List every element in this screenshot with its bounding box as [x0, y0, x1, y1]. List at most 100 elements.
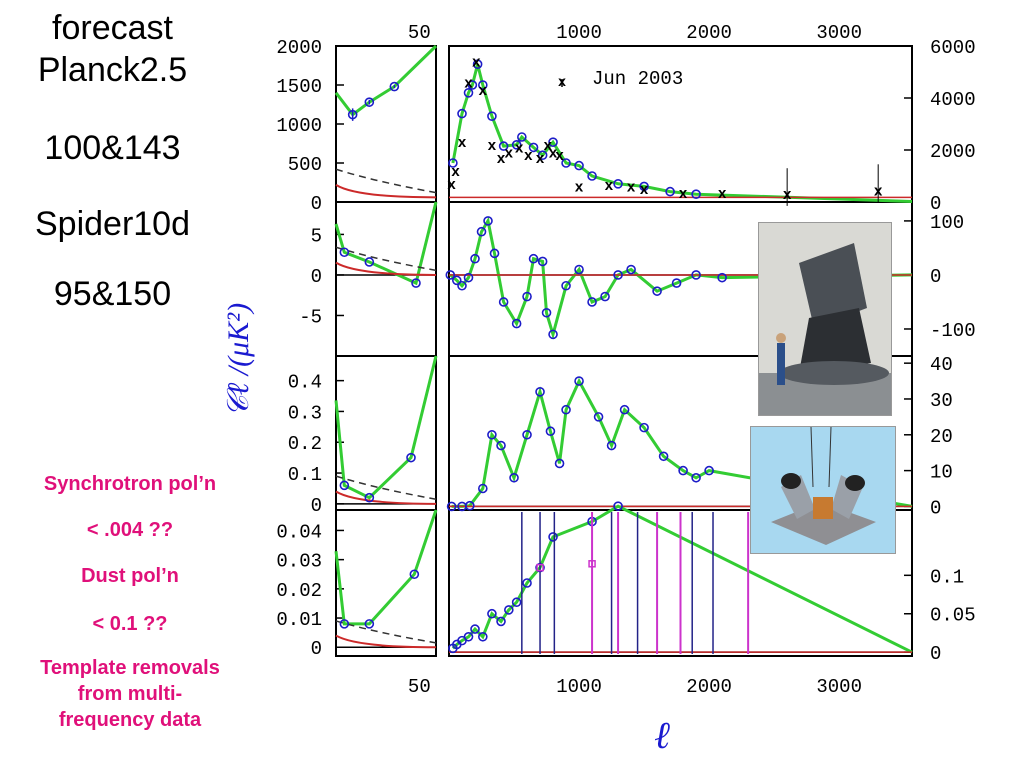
data-point: [652, 286, 662, 296]
data-point: [537, 256, 548, 267]
wmap-point: x: [479, 82, 488, 99]
data-point: [339, 247, 350, 258]
data-point: [470, 253, 480, 264]
wmap-point: x: [575, 178, 584, 195]
x-tick-label-top: 1000: [556, 22, 602, 44]
y-tick-label-left: 0.4: [288, 372, 322, 394]
wmap-point: x: [447, 176, 456, 193]
data-point: [541, 307, 552, 318]
planck-label: Planck2.5: [37, 51, 188, 89]
y-tick-label-left: 500: [288, 154, 322, 176]
model-curve-left-TE: [334, 201, 438, 286]
data-point: [535, 387, 545, 397]
data-point: [691, 472, 701, 483]
x-tick-label-bottom: 50: [408, 676, 431, 698]
data-point: [389, 81, 400, 92]
wmap-point: x: [549, 145, 558, 162]
data-point: [522, 578, 532, 588]
y-tick-label-right: 0: [930, 497, 941, 519]
spider-label: Spider10d: [34, 205, 190, 243]
data-point: [457, 108, 467, 119]
data-point: [483, 216, 493, 226]
wmap-point: x: [627, 178, 636, 195]
data-point: [463, 88, 474, 98]
data-point: [476, 226, 487, 237]
data-point: [522, 429, 532, 440]
data-point: [406, 452, 416, 463]
template-line-2: from multi-: [77, 683, 183, 705]
data-point: [489, 248, 500, 259]
data-point: [528, 142, 539, 153]
y-tick-label-left: 5: [311, 225, 322, 247]
data-point: [517, 132, 527, 142]
model-curve-left-BB: [334, 509, 438, 626]
y-tick-label-right: 40: [930, 354, 953, 376]
data-point: [545, 426, 556, 437]
wmap-point: x: [718, 185, 727, 202]
y-tick-label-left: 0.1: [288, 464, 322, 486]
y-tick-label-right: 10: [930, 462, 953, 484]
data-point: [619, 404, 630, 415]
y-tick-label-right: 20: [930, 426, 953, 448]
data-point: [665, 186, 675, 197]
data-point: [561, 158, 571, 168]
y-tick-label-left: 2000: [276, 37, 322, 59]
data-point: [339, 619, 350, 629]
data-point: [478, 483, 488, 494]
forecast-label: forecast: [52, 9, 173, 47]
legend: x Jun 2003: [558, 68, 683, 90]
data-point: [472, 59, 483, 69]
synchrotron-limit: < .004 ??: [86, 519, 174, 541]
data-point: [364, 492, 375, 503]
data-point: [452, 275, 462, 286]
y-tick-label-left: 0.01: [276, 609, 322, 631]
model-curve-left-EE: [334, 355, 438, 500]
data-point: [691, 189, 701, 199]
data-point: [639, 181, 649, 192]
data-point: [465, 500, 475, 511]
foreground-dashed-curve: [335, 246, 437, 272]
wmap-point: x: [555, 147, 564, 164]
data-point: [467, 80, 478, 90]
data-point: [511, 318, 522, 329]
data-point: [574, 160, 584, 171]
data-point: [478, 631, 488, 642]
y-tick-label-right: 0.1: [930, 566, 964, 588]
template-line-1: Template removals: [40, 657, 220, 679]
data-point: [593, 412, 604, 422]
wmap-point: x: [544, 137, 553, 154]
y-tick-label-left: -5: [299, 306, 322, 328]
data-point: [339, 480, 350, 491]
spider-instrument-drawing: [750, 426, 896, 554]
data-point: [528, 253, 539, 264]
y-tick-label-left: 0.04: [276, 521, 322, 543]
data-point: [606, 440, 617, 451]
y-tick-label-right: 4000: [930, 89, 976, 111]
y-tick-label-right: 100: [930, 212, 964, 234]
data-point: [498, 297, 509, 307]
foreground-dashed-curve: [335, 620, 437, 644]
data-point: [522, 291, 532, 302]
y-tick-label-left: 0: [311, 266, 322, 288]
wmap-point: x: [488, 137, 497, 154]
data-point: [463, 272, 474, 283]
wmap-point: x: [679, 185, 688, 202]
magenta-point: [588, 560, 596, 568]
data-point: [561, 280, 571, 291]
data-point: [626, 264, 636, 275]
y-tick-label-right: 2000: [930, 141, 976, 163]
y-tick-label-left: 0.03: [276, 551, 322, 573]
x-tick-label-bottom: 3000: [816, 676, 862, 698]
data-point: [496, 440, 506, 451]
data-point: [587, 171, 597, 181]
planck-freqs-label: 100&143: [44, 129, 181, 167]
x-tick-label-top: 50: [408, 22, 431, 44]
magenta-point: [536, 563, 544, 572]
x-tick-label-top: 2000: [686, 22, 732, 44]
data-point: [498, 141, 509, 151]
data-point: [511, 140, 522, 150]
data-point: [364, 257, 375, 267]
wmap-point: x: [497, 150, 506, 167]
wmap-point: x: [458, 134, 467, 151]
